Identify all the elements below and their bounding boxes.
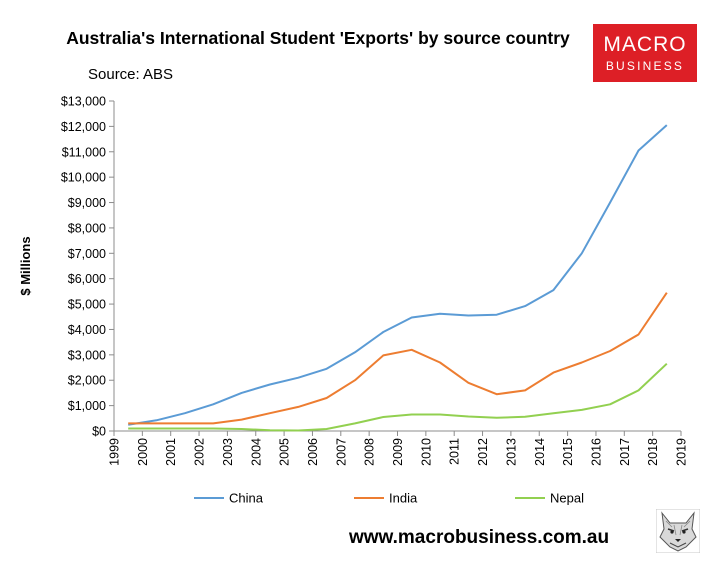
x-tick-label: 2018 (646, 438, 660, 466)
x-tick-label: 2006 (306, 438, 320, 466)
y-tick-label: $13,000 (61, 95, 106, 109)
chart-source: Source: ABS (88, 66, 174, 83)
x-tick-label: 2015 (561, 438, 575, 466)
x-tick-label: 2016 (589, 438, 603, 466)
x-tick-label: 2010 (419, 438, 433, 466)
y-tick-label: $3,000 (68, 348, 106, 362)
series-line-nepal (128, 362, 668, 432)
x-tick-label: 2019 (675, 438, 689, 466)
x-tick-label: 2012 (476, 438, 490, 466)
chart-title: Australia's International Student 'Expor… (66, 28, 570, 48)
x-tick-label: 2011 (448, 438, 462, 465)
legend-label-india: India (389, 491, 418, 506)
x-tick-label: 2002 (193, 438, 207, 466)
x-tick-label: 2005 (278, 438, 292, 466)
x-tick-label: 2003 (221, 438, 235, 466)
y-axis-label: $ Millions (18, 236, 33, 295)
y-tick-label: $2,000 (68, 374, 106, 388)
y-axis-label-group: $ Millions (18, 236, 33, 295)
y-tick-labels: $0 $1,000 $2,000 $3,000 $4,000 $5,000 $6,000 $7… (61, 95, 106, 439)
x-tick-label: 2008 (363, 438, 377, 466)
x-tick-label: 2013 (504, 438, 518, 466)
y-tick-label: $1,000 (68, 399, 106, 413)
chart-axes (109, 100, 682, 436)
website-url[interactable]: www.macrobusiness.com.au (349, 527, 610, 548)
y-tick-label: $5,000 (68, 298, 106, 312)
legend-label-nepal: Nepal (550, 491, 584, 506)
y-tick-label: $12,000 (61, 120, 106, 134)
y-tick-label: $4,000 (68, 323, 106, 337)
wolf-mascot-icon (656, 509, 700, 553)
x-tick-label: 2014 (533, 438, 547, 466)
x-tick-label: 2017 (618, 438, 632, 466)
x-tick-label: 2007 (334, 438, 348, 466)
series-line-china (128, 124, 668, 426)
x-tick-label: 1999 (108, 438, 122, 466)
y-tick-label: $11,000 (62, 145, 106, 159)
x-tick-label: 2009 (391, 438, 405, 466)
logo-line-1: MACRO (603, 33, 687, 56)
x-tick-label: 2000 (136, 438, 150, 466)
x-tick-label: 2001 (164, 438, 178, 466)
x-tick-label: 2004 (249, 438, 263, 466)
chart-series (128, 124, 668, 432)
y-tick-label: $10,000 (61, 171, 106, 185)
macrobusiness-logo[interactable]: MACRO BUSINESS (593, 24, 697, 82)
series-line-india (128, 292, 668, 425)
x-tick-labels: 1999 2000 2001 2002 2003 2004 2005 2006 2007 2008… (108, 438, 689, 466)
y-tick-label: $7,000 (68, 247, 106, 261)
chart-legend: China India Nepal (194, 491, 584, 506)
y-tick-label: $0 (92, 425, 106, 439)
y-tick-label: $9,000 (68, 196, 106, 210)
y-tick-label: $8,000 (68, 221, 106, 235)
y-tick-label: $6,000 (68, 272, 106, 286)
logo-line-2: BUSINESS (605, 59, 685, 73)
legend-label-china: China (229, 491, 264, 506)
